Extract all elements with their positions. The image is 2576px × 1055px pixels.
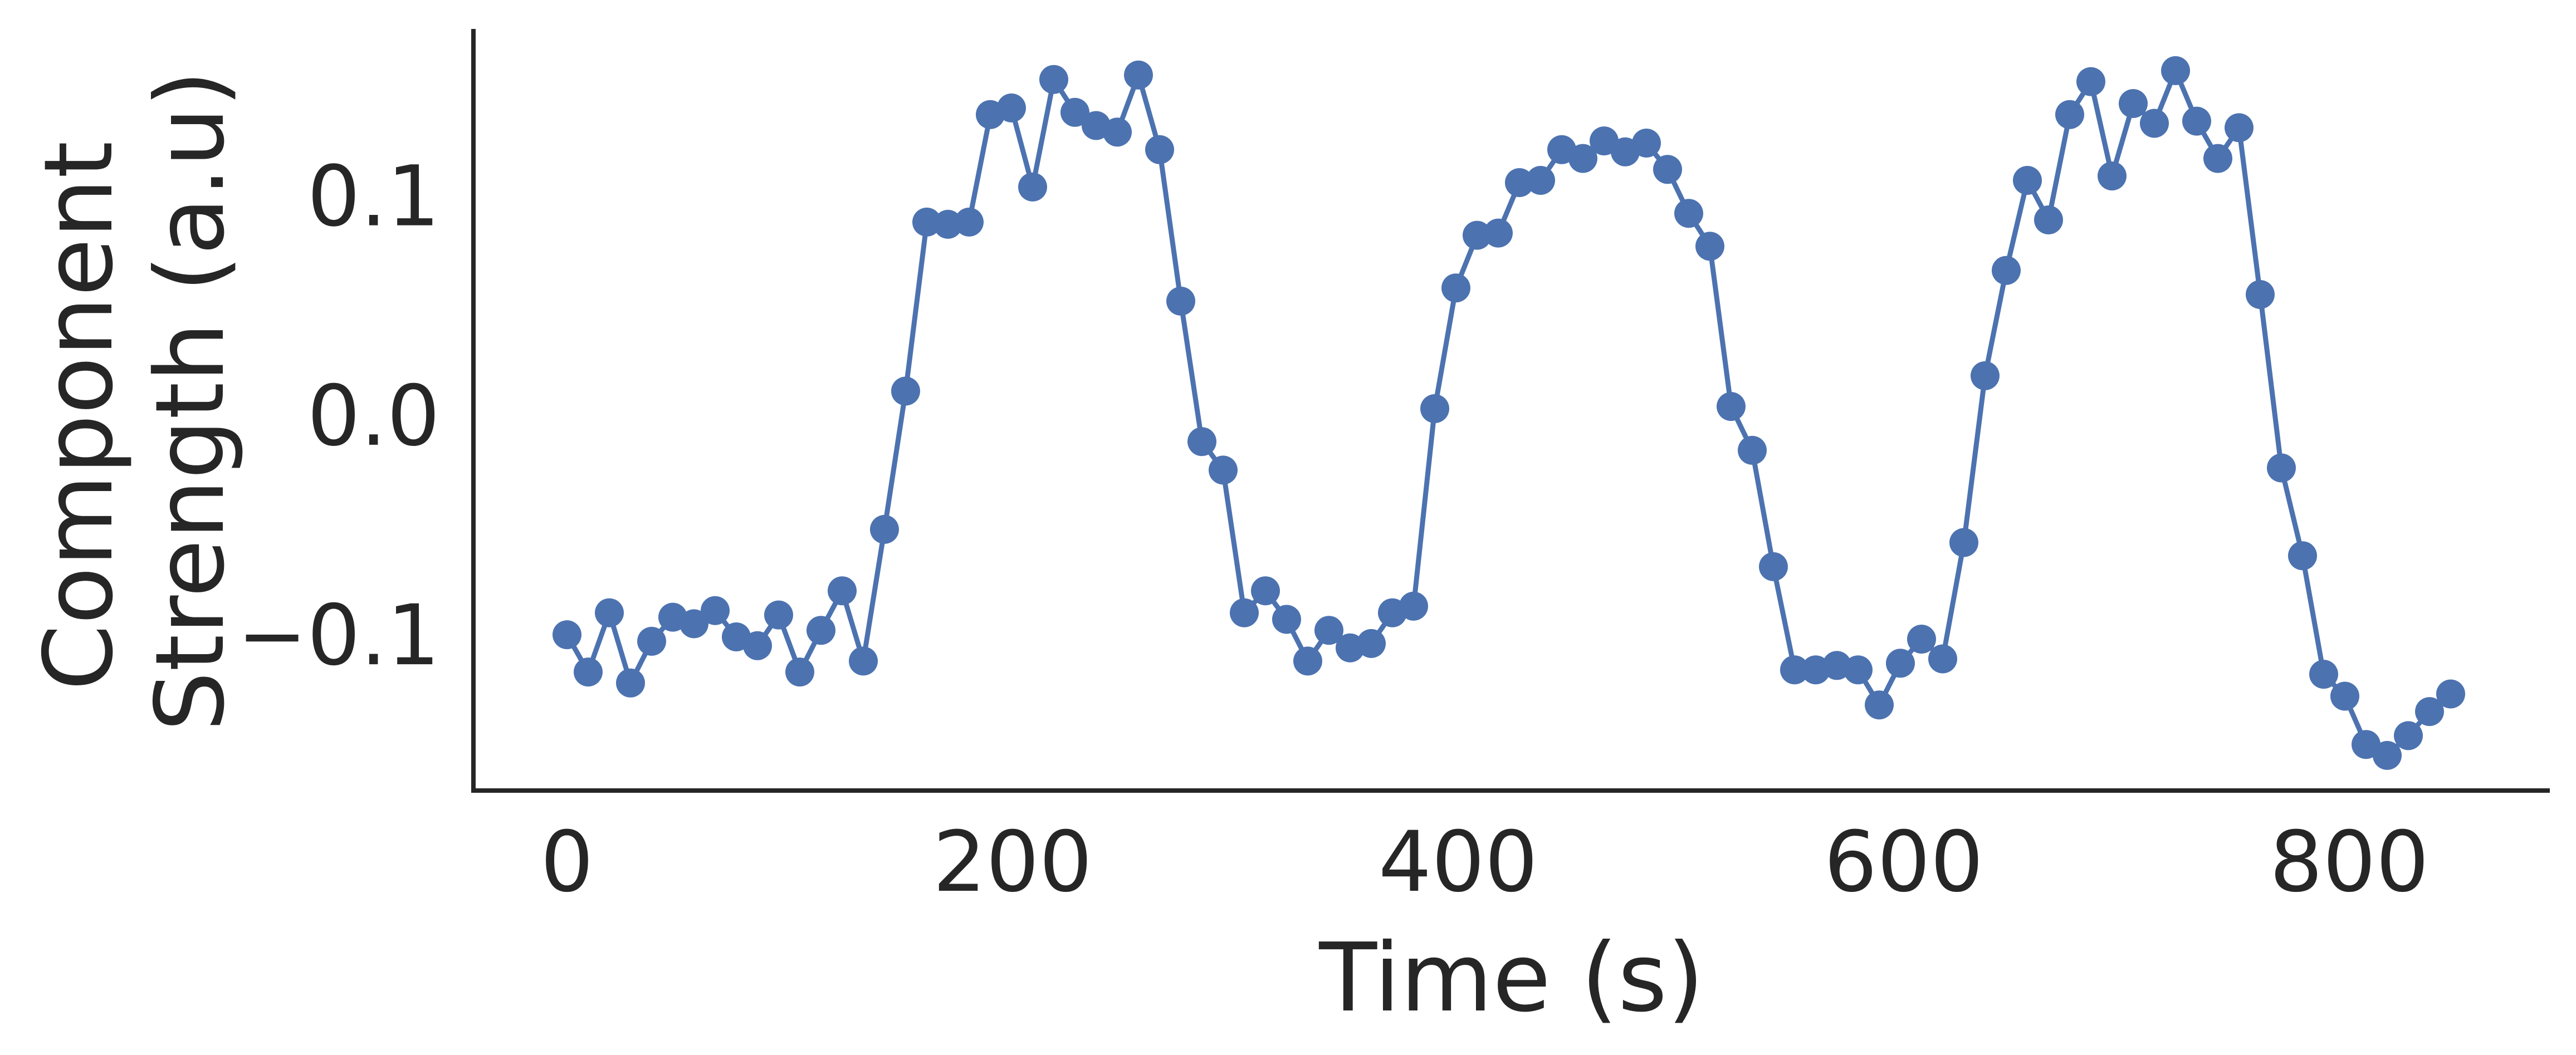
data-point [743,631,772,660]
x-tick-label: 200 [933,814,1092,911]
data-point [828,576,857,606]
data-point [891,376,920,406]
data-point [553,620,581,650]
data-point [2140,109,2169,138]
data-point [1632,129,1661,158]
data-point [1674,199,1703,228]
data-point [1463,220,1492,250]
data-point [1568,144,1597,173]
data-point [2182,106,2211,136]
data-point [1717,392,1746,421]
data-point [616,668,645,698]
data-point [849,646,878,676]
data-point [1272,605,1301,634]
y-tick-label: −0.1 [237,587,440,684]
data-point [2076,67,2105,96]
data-point [1865,690,1894,720]
data-point [806,616,835,645]
data-point [2373,740,2402,770]
x-axis-ticks: 0 200 400 600 800 [540,814,2429,911]
data-point [1484,218,1513,248]
data-point [680,609,708,639]
data-point [2119,89,2148,118]
data-point [574,657,603,687]
data-point [1399,591,1428,621]
y-axis-label-line-1: Component [24,141,134,691]
data-point [2055,100,2084,129]
data-point [2288,541,2317,571]
data-point [2394,721,2423,750]
data-point [1886,649,1915,678]
data-point [1971,361,2000,390]
plot-area [553,56,2465,770]
data-point [933,209,962,239]
y-axis-ticks: −0.1 0.0 0.1 [237,149,440,684]
data-point [1166,286,1195,316]
data-point [1526,166,1555,195]
data-point [701,596,730,625]
data-point [1992,256,2021,285]
data-point [870,514,899,544]
x-tick-label: 600 [1824,814,1983,911]
data-point [1738,435,1767,465]
data-point [2309,660,2338,689]
data-point [1124,60,1153,90]
data-point [1039,65,1068,94]
data-point [2013,166,2042,195]
data-point [2203,144,2232,173]
data-point [1949,528,1978,557]
data-point [764,600,793,630]
data-point [1230,598,1259,627]
data-point [1018,172,1047,202]
data-point [2415,697,2444,727]
data-point [1314,616,1343,645]
data-point [1844,655,1873,685]
y-axis-label-line-2: Strength (a.u) [135,70,246,732]
data-point [1695,232,1724,261]
data-point [2436,679,2465,709]
data-point [1357,629,1386,658]
data-point [1505,168,1534,197]
data-point [997,93,1026,122]
data-point [1293,646,1322,676]
data-point [1103,117,1132,147]
data-point [1907,625,1936,654]
x-tick-label: 800 [2270,814,2429,911]
y-tick-label: 0.0 [307,368,440,465]
x-axis-label: Time (s) [1318,923,1704,1033]
data-point [1145,135,1174,164]
data-point [2034,205,2063,234]
data-point [2267,453,2296,483]
x-tick-label: 400 [1379,814,1538,911]
data-point [1441,273,1470,303]
data-point [1420,394,1449,423]
data-point [1759,552,1788,581]
data-point [955,207,984,237]
data-point [2246,280,2275,309]
data-point [1187,427,1216,457]
data-point [1060,97,1089,127]
data-point [2225,113,2254,143]
y-tick-label: 0.1 [307,149,440,246]
data-point [595,598,624,627]
data-point [1780,655,1809,685]
data-point [1928,644,1957,674]
x-tick-label: 0 [540,814,593,911]
data-point [637,626,666,656]
data-point [1251,576,1280,606]
data-point [2098,161,2127,191]
data-point [2330,681,2359,711]
data-point [1653,155,1682,184]
data-point [2161,56,2190,85]
y-axis-label: Component Strength (a.u) [24,70,246,732]
data-point [912,207,941,237]
data-point [785,657,814,687]
data-point [1209,455,1238,485]
